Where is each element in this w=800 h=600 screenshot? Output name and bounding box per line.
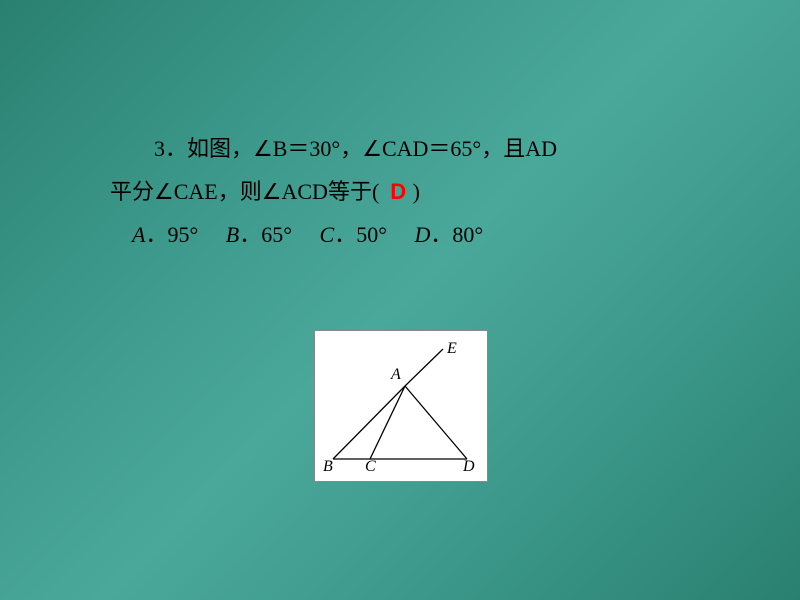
option-b-label: B: [226, 222, 239, 247]
figure-edge: [405, 349, 443, 386]
angle-symbol: ∠: [253, 136, 273, 161]
figure-point-label: E: [446, 340, 457, 357]
option-d-text: ．80°: [430, 222, 483, 247]
q-text: 3．如图，: [154, 136, 253, 161]
options-line: A．95° B．65° C．50° D．80°: [110, 214, 710, 257]
question-line-1: 3．如图，∠B＝30°，∠CAD＝65°，且AD: [110, 128, 710, 171]
q-text: ): [413, 179, 420, 204]
figure-svg: B C D A E: [315, 331, 487, 481]
q-text: CAD＝65°，且AD: [382, 136, 557, 161]
answer-text: D: [390, 179, 407, 204]
q-text: ACD等于(: [282, 179, 380, 204]
option-d-label: D: [415, 222, 431, 247]
option-a-label: A: [132, 222, 145, 247]
angle-symbol: ∠: [262, 179, 282, 204]
option-b-text: ．65°: [239, 222, 292, 247]
option-c-text: ．50°: [334, 222, 387, 247]
option-a-text: ．95°: [145, 222, 198, 247]
figure-edge: [370, 386, 405, 459]
figure-point-label: B: [323, 458, 333, 475]
angle-symbol: ∠: [154, 179, 174, 204]
geometry-figure: B C D A E: [314, 330, 488, 482]
figure-edge: [333, 386, 405, 459]
option-c-label: C: [320, 222, 335, 247]
q-text: 平分: [110, 179, 154, 204]
angle-symbol: ∠: [362, 136, 382, 161]
figure-point-label: D: [462, 458, 475, 475]
figure-point-label: A: [390, 366, 401, 383]
question-line-2: 平分∠CAE，则∠ACD等于( D ): [110, 171, 710, 214]
figure-point-label: C: [365, 458, 376, 475]
q-text: CAE，则: [174, 179, 262, 204]
q-text: B＝30°，: [273, 136, 362, 161]
figure-edge: [405, 386, 467, 459]
question-block: 3．如图，∠B＝30°，∠CAD＝65°，且AD 平分∠CAE，则∠ACD等于(…: [110, 128, 710, 257]
